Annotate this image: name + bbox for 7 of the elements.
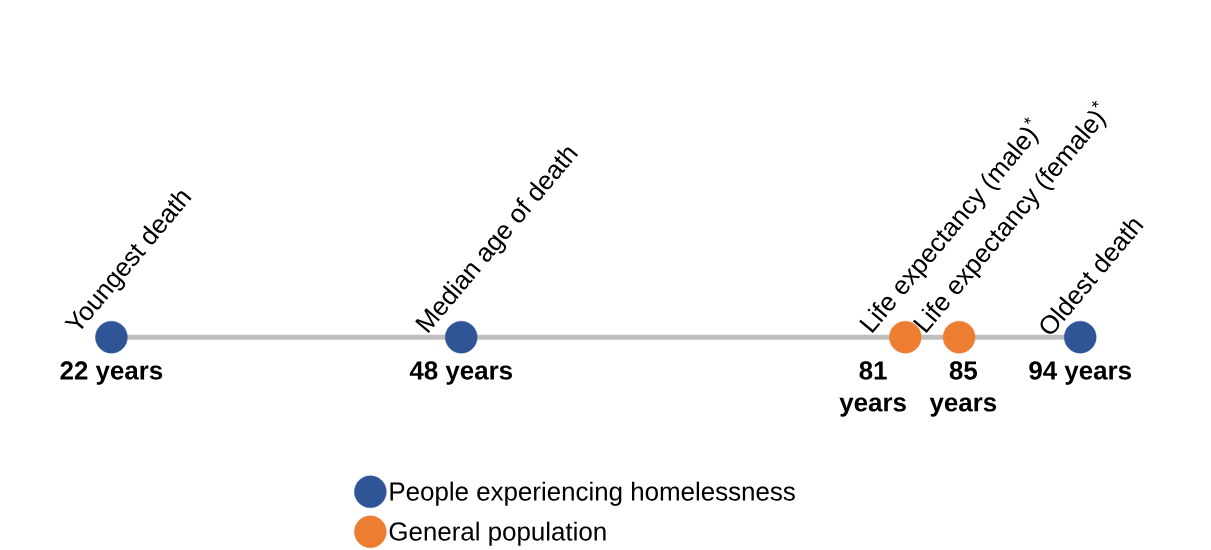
data-label: 85 years [929,361,997,417]
legend-label: General population [389,521,606,546]
data-label: 48 years [409,361,513,385]
legend-label: People experiencing homelessness [390,481,795,506]
data-label: 81 years [839,361,906,417]
data-label: 22 years [60,361,163,385]
data-label: 94 years [1029,361,1131,385]
